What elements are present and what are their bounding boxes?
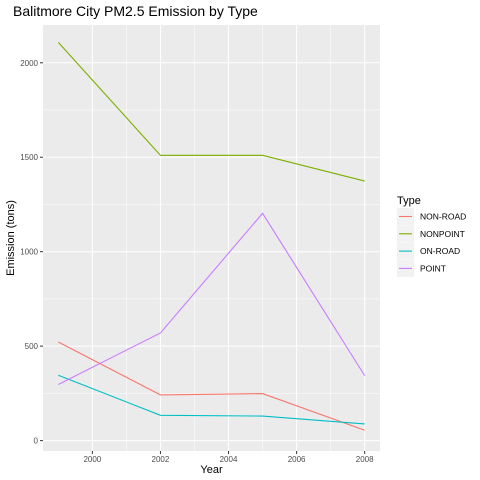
legend-label: ON-ROAD [420, 246, 460, 256]
legend-label: NONPOINT [420, 229, 465, 239]
x-tick-label: 2004 [220, 455, 238, 464]
legend: Type NON-ROAD NONPOINT ON-ROAD POINT [397, 195, 466, 277]
y-tick-label: 500 [25, 342, 39, 351]
chart-title: Balitmore City PM2.5 Emission by Type [13, 3, 258, 19]
y-tick-label: 2000 [20, 59, 38, 68]
x-tick-label: 2000 [83, 455, 101, 464]
series-line-on-road [58, 374, 365, 425]
x-axis-ticks: 2000 2002 2004 2006 2008 [83, 451, 374, 464]
legend-title: Type [397, 195, 421, 207]
y-axis-ticks: 0 500 1000 1500 2000 [20, 59, 43, 446]
series-line-nonpoint [57, 42, 365, 182]
y-tick-label: 0 [34, 437, 39, 446]
y-tick-label: 1500 [20, 153, 38, 162]
minor-gridlines [43, 25, 380, 451]
y-axis-label: Emission (tons) [5, 200, 17, 276]
plot-panel [43, 25, 380, 451]
x-tick-label: 2008 [356, 455, 374, 464]
series-lines [57, 42, 366, 431]
x-tick-label: 2002 [152, 455, 170, 464]
x-tick-label: 2006 [288, 455, 306, 464]
legend-label: POINT [420, 263, 446, 273]
major-gridlines [43, 25, 380, 451]
x-axis-label: Year [200, 464, 223, 476]
legend-label: NON-ROAD [420, 212, 466, 222]
series-line-point [58, 212, 366, 385]
series-line-non-road [58, 341, 365, 431]
y-tick-label: 1000 [20, 248, 38, 257]
